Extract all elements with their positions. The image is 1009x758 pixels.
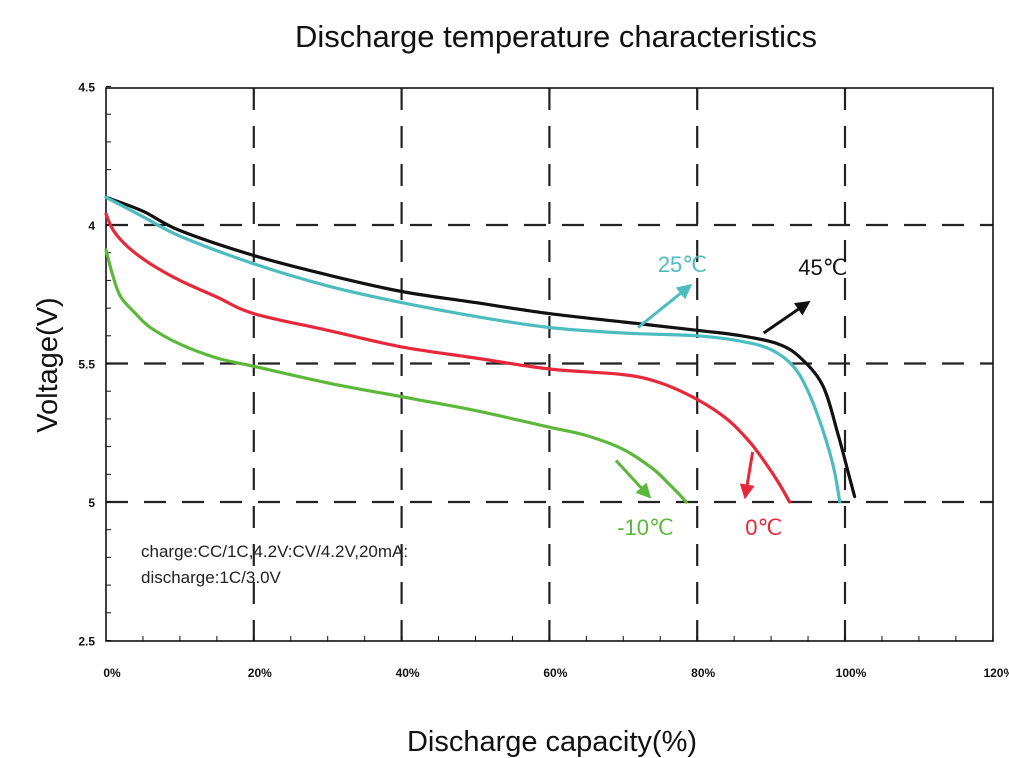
y-tick-label: 4 (88, 219, 95, 233)
x-tick-label: 0% (103, 666, 121, 680)
x-tick-label: 20% (248, 666, 272, 680)
x-tick-label: 80% (691, 666, 715, 680)
x-tick-label: 120% (983, 666, 1009, 680)
tick-labels: 0% 20% 40% 60% 80% 100% 120% 2.5 5 5.5 4 4.5 (78, 81, 1009, 681)
note-line-charge: charge:CC/1C,4.2V:CV/4.2V,20mA: (141, 542, 408, 561)
series-label: 45℃ (798, 255, 847, 280)
series-arrows (614, 284, 811, 500)
x-tick-label: 40% (396, 666, 420, 680)
y-tick-label: 5.5 (78, 358, 95, 372)
y-axis-title: Voltage(V) (32, 297, 64, 432)
series-labels: 45℃ 25℃ 0℃ -10℃ (617, 252, 847, 540)
y-tick-label: 4.5 (78, 81, 95, 95)
chart-title: Discharge temperature characteristics (295, 19, 817, 54)
series-line (104, 248, 688, 504)
series-lines (104, 195, 857, 504)
grid-lines (106, 88, 993, 641)
y-tick-label: 2.5 (78, 635, 95, 649)
series-arrow (762, 300, 811, 335)
note-line-discharge: discharge:1C/3.0V (141, 568, 282, 587)
series-arrow (637, 284, 693, 329)
series-line (104, 195, 842, 504)
plot-frame (105, 86, 994, 642)
test-conditions-note: charge:CC/1C,4.2V:CV/4.2V,20mA: discharg… (141, 542, 408, 587)
x-tick-label: 60% (543, 666, 567, 680)
series-line (104, 212, 792, 504)
series-label: 25℃ (658, 252, 707, 277)
series-line (104, 195, 857, 499)
y-tick-label: 5 (88, 496, 95, 510)
x-axis-title: Discharge capacity(%) (407, 726, 697, 758)
series-arrow (614, 459, 652, 499)
x-tick-label: 100% (836, 666, 867, 680)
series-label: 0℃ (745, 515, 782, 540)
series-arrow (739, 451, 755, 500)
series-label: -10℃ (617, 515, 674, 540)
